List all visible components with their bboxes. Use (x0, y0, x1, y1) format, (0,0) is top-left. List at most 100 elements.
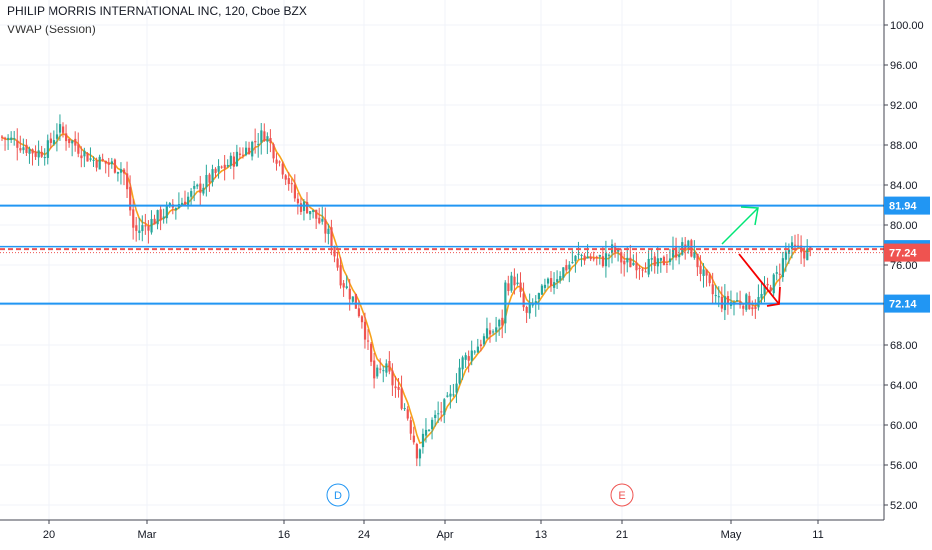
candle-body (260, 130, 263, 143)
price-tick-label: 80.00 (890, 220, 918, 232)
candle-body (443, 399, 446, 415)
candle-body (388, 361, 391, 372)
candle-body (641, 269, 644, 271)
candle-body (324, 219, 327, 234)
candle-body (333, 246, 336, 257)
candle-body (769, 287, 772, 292)
candle-body (168, 203, 171, 206)
candle-body (638, 267, 641, 269)
candle-body (296, 198, 300, 204)
candle-body (693, 252, 696, 258)
candle-body (595, 256, 598, 258)
candle-body (650, 258, 653, 260)
candle-body (458, 367, 461, 384)
levels-layer[interactable] (0, 204, 884, 305)
candle-body (339, 265, 342, 286)
candle-body (479, 344, 483, 347)
candle-body (104, 160, 107, 164)
candle-body (373, 360, 376, 379)
time-tick-label: 13 (535, 529, 547, 541)
candle-body (434, 414, 437, 419)
earnings-event-label: E (618, 490, 625, 502)
chart-title: PHILIP MORRIS INTERNATIONAL INC, 120, Cb… (7, 4, 307, 18)
candle-body (748, 295, 751, 310)
gridlines (0, 0, 884, 520)
candle-body (220, 166, 223, 168)
candle-body (272, 144, 275, 159)
candle-body (751, 307, 754, 310)
candle-body (367, 340, 370, 342)
candle-body (65, 133, 68, 142)
candle-body (604, 253, 608, 267)
candle-body (238, 153, 242, 155)
candle-body (86, 153, 89, 162)
candle-body (248, 147, 251, 155)
candle-body (89, 158, 92, 160)
candle-body (193, 185, 196, 189)
arrow-down-drawing[interactable] (738, 253, 780, 305)
candle-body (113, 159, 117, 173)
candle-body (13, 138, 16, 140)
candle-body (214, 168, 217, 173)
candle-body (809, 247, 812, 249)
candle-body (107, 162, 110, 165)
time-axis[interactable]: 20 Mar 16 24 Apr 13 21 May 11 (43, 520, 824, 541)
candle-body (217, 166, 220, 172)
candle-body (601, 256, 605, 267)
candle-body (446, 395, 449, 397)
candle-body (586, 256, 589, 259)
candle-body (559, 276, 562, 281)
dividend-event-marker[interactable] (326, 483, 350, 507)
candle-body (309, 211, 312, 215)
candle-body (101, 158, 104, 161)
projection-arrows[interactable] (721, 206, 781, 307)
candle-body (74, 138, 77, 146)
candle-body (123, 169, 126, 174)
current-price-label: 77.24 (889, 248, 917, 260)
level-badge (884, 196, 930, 215)
candle-body (126, 173, 129, 190)
candle-body (376, 367, 379, 377)
candle-body (180, 202, 184, 206)
candle-body (321, 218, 324, 222)
candle-body (568, 264, 571, 270)
candle-body (385, 363, 388, 373)
candle-body (763, 285, 766, 295)
candle-body (717, 296, 720, 298)
candle-body (565, 265, 568, 271)
candle-body (528, 304, 531, 314)
candle-body (589, 256, 592, 260)
candle-body (507, 283, 510, 292)
candle-body (580, 254, 583, 256)
candle-body (318, 217, 321, 224)
arrow-up-drawing[interactable] (721, 207, 759, 245)
candle-body (251, 141, 254, 157)
candle-body (672, 248, 675, 258)
earnings-event-marker[interactable] (610, 483, 634, 507)
candle-body (607, 254, 611, 256)
candle-body (306, 201, 309, 214)
candle-body (129, 186, 132, 211)
candle-body (71, 140, 74, 144)
candle-body (406, 409, 409, 419)
candle-body (25, 144, 28, 153)
candle-body (95, 160, 98, 168)
candle-body (278, 161, 281, 163)
candle-body (461, 357, 464, 370)
price-tick-label: 68.00 (890, 340, 918, 352)
candle-body (348, 288, 351, 300)
level-badge (884, 294, 930, 313)
candle-body (312, 210, 315, 212)
candle-body (428, 429, 431, 431)
candle-body (254, 141, 257, 143)
candle-body (266, 136, 269, 142)
candle-body (495, 327, 498, 332)
candle-body (577, 253, 580, 255)
candle-body (437, 413, 440, 415)
candle-body (290, 183, 293, 185)
candle-body (711, 284, 714, 295)
price-tick-label: 60.00 (890, 420, 918, 432)
